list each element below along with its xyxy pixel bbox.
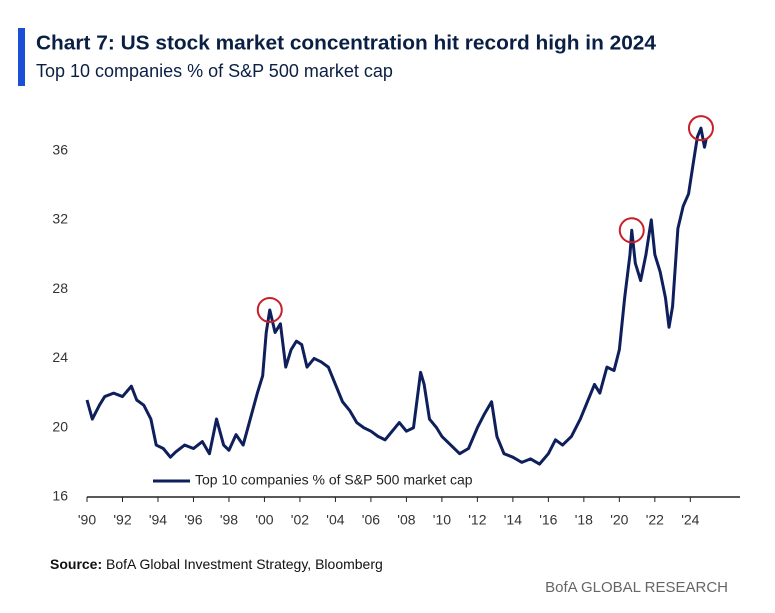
- source: Source: BofA Global Investment Strategy,…: [50, 556, 383, 572]
- x-tick-label: '12: [468, 512, 486, 528]
- chart-subtitle: Top 10 companies % of S&P 500 market cap: [36, 61, 393, 81]
- x-tick-label: '24: [681, 512, 699, 528]
- x-tick-label: '16: [539, 512, 557, 528]
- x-tick-label: '04: [326, 512, 344, 528]
- y-tick-label: 36: [52, 141, 68, 157]
- x-tick-label: '22: [646, 512, 664, 528]
- y-tick-label: 24: [52, 349, 68, 365]
- legend-label: Top 10 companies % of S&P 500 market cap: [195, 472, 473, 488]
- title-accent: [18, 28, 25, 86]
- x-tick-label: '20: [610, 512, 628, 528]
- peak-highlight: [687, 115, 714, 142]
- x-tick-label: '94: [149, 512, 167, 528]
- source-label: Source:: [50, 556, 102, 572]
- peak-highlight: [618, 217, 645, 244]
- peak-highlight: [256, 296, 283, 323]
- x-tick-label: '06: [362, 512, 380, 528]
- y-tick-label: 20: [52, 418, 68, 434]
- x-tick-label: '08: [397, 512, 415, 528]
- y-tick-label: 16: [52, 488, 68, 504]
- y-tick-label: 28: [52, 280, 68, 296]
- y-tick-label: 32: [52, 211, 68, 227]
- chart-title: Chart 7: US stock market concentration h…: [36, 32, 657, 54]
- source-text: BofA Global Investment Strategy, Bloombe…: [106, 556, 383, 572]
- x-tick-label: '92: [113, 512, 131, 528]
- x-tick-label: '02: [291, 512, 309, 528]
- x-tick-label: '18: [575, 512, 593, 528]
- x-tick-label: '10: [433, 512, 451, 528]
- x-tick-label: '98: [220, 512, 238, 528]
- footer: BofA GLOBAL RESEARCH: [545, 579, 728, 596]
- x-tick-label: '14: [504, 512, 522, 528]
- x-tick-label: '96: [184, 512, 202, 528]
- x-tick-label: '90: [78, 512, 96, 528]
- x-tick-label: '00: [255, 512, 273, 528]
- series-line: [85, 126, 708, 466]
